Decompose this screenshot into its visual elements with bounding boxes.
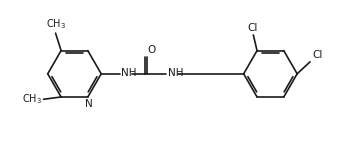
Text: NH: NH: [122, 68, 137, 78]
Text: NH: NH: [168, 68, 183, 78]
Text: Cl: Cl: [312, 50, 322, 60]
Text: Cl: Cl: [247, 23, 258, 33]
Text: O: O: [148, 45, 156, 55]
Text: CH$_3$: CH$_3$: [45, 17, 66, 31]
Text: N: N: [85, 99, 93, 109]
Text: CH$_3$: CH$_3$: [22, 92, 42, 106]
